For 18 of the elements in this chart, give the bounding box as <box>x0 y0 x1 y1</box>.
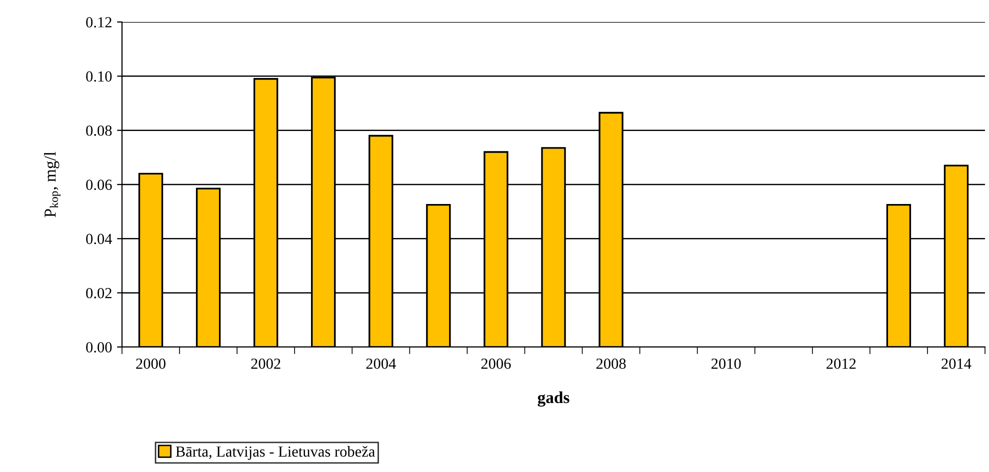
x-tick-label: 2006 <box>481 358 511 369</box>
y-tick-label: 0.08 <box>86 125 112 136</box>
x-tick-label: 2002 <box>251 358 280 369</box>
x-tick-label: 2012 <box>826 358 856 369</box>
y-axis-title: P$_{kop}$, mg/l <box>44 152 60 218</box>
legend-label: Bārta, Latvijas - Lietuvas robeža <box>176 446 375 460</box>
y-tick-label: 0.06 <box>86 180 112 190</box>
y-tick-label: 0.04 <box>86 234 112 244</box>
y-tick-label: 0.12 <box>86 17 112 28</box>
y-tick-label: 0.10 <box>86 71 112 82</box>
x-tick-label: 2008 <box>596 358 626 369</box>
x-axis-title: gads <box>538 391 570 407</box>
x-tick-label: 2000 <box>136 358 166 369</box>
x-tick-label: 2004 <box>366 358 396 369</box>
y-tick-label: 0.02 <box>86 288 112 298</box>
x-tick-label: 2014 <box>942 358 972 369</box>
x-tick-label: 2010 <box>711 358 741 369</box>
y-tick-label: 0.00 <box>86 342 112 353</box>
